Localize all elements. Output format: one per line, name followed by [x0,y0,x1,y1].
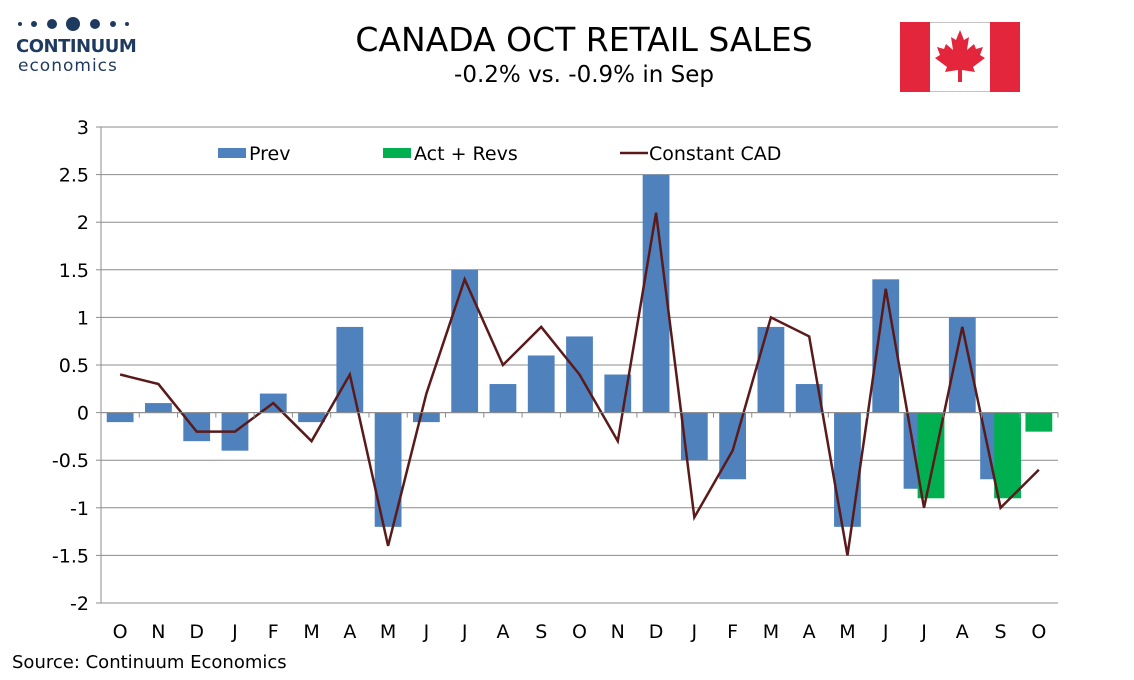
x-tick-label: J [920,621,927,643]
x-tick-label: M [839,621,855,643]
x-tick-label: A [803,621,816,643]
x-tick-label: A [343,621,356,643]
y-tick-label: -0.5 [52,450,89,472]
x-tick-label: O [1031,621,1046,643]
y-tick-label: 0 [77,403,89,425]
bar-prev [489,384,517,413]
y-tick-label: -2 [70,593,89,615]
x-tick-label: F [727,621,738,643]
x-tick-label: J [882,621,889,643]
y-tick-label: -1 [70,498,89,520]
bar-act-revs [1025,412,1053,432]
y-tick-label: 2 [77,212,89,234]
y-tick-label: 0.5 [59,355,89,377]
x-tick-label: S [535,621,547,643]
x-tick-label: S [995,621,1007,643]
x-tick-label: D [189,621,204,643]
source-note: Source: Continuum Economics [12,652,287,673]
x-tick-label: M [303,621,319,643]
y-tick-label: 3 [77,117,89,139]
logo-dots-icon [18,17,129,31]
y-tick-label: 1 [77,307,89,329]
canada-flag-icon [900,22,1020,92]
y-tick-label: -1.5 [52,545,89,567]
bar-prev [451,269,479,413]
bar-prev [336,326,364,413]
bar-prev [757,326,785,413]
bar-prev [183,412,211,442]
logo-subtitle: economics [18,56,118,76]
y-tick-label: 2.5 [59,165,89,187]
legend-label-act: Act + Revs [414,143,518,165]
x-tick-label: A [956,621,969,643]
bar-prev [412,412,440,423]
x-tick-label: N [151,621,165,643]
x-tick-label: M [380,621,396,643]
bar-prev [527,355,555,413]
x-tick-label: J [461,621,468,643]
bar-act-revs [994,412,1021,499]
x-tick-label: A [496,621,509,643]
legend-label-line: Constant CAD [649,143,781,165]
bar-prev [834,412,861,527]
x-tick-label: J [231,621,238,643]
legend-swatch-prev [218,148,246,158]
x-tick-label: N [611,621,625,643]
x-tick-label: O [572,621,587,643]
legend-swatch-act [383,148,411,158]
x-tick-label: J [691,621,698,643]
x-tick-label: M [763,621,779,643]
legend-label-prev: Prev [249,143,290,165]
bar-prev [106,412,134,423]
continuum-logo: CONTINUUM economics [14,14,137,76]
bar-prev [298,412,325,423]
chart-subtitle: -0.2% vs. -0.9% in Sep [454,62,714,88]
x-tick-label: O [113,621,128,643]
x-tick-label: J [423,621,430,643]
x-tick-label: D [649,621,664,643]
bar-prev [145,403,172,413]
x-tick-label: F [268,621,279,643]
chart-title: CANADA OCT RETAIL SALES [355,20,813,59]
logo-name: CONTINUUM [16,36,137,57]
y-tick-label: 1.5 [59,260,89,282]
